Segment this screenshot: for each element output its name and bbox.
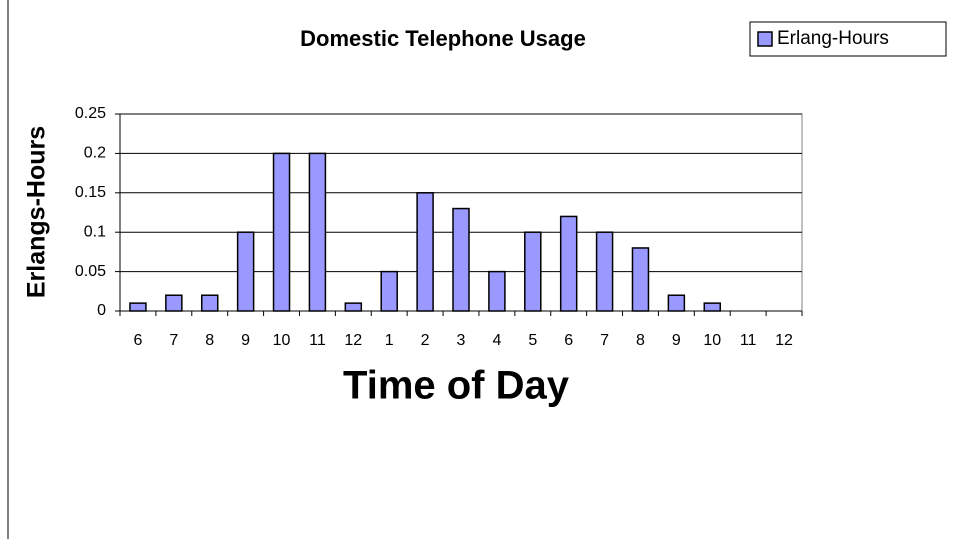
x-tick-label: 12 [775,332,793,349]
y-tick-label: 0 [97,302,106,319]
y-tick-label: 0.25 [75,105,106,122]
bar [703,302,722,312]
bar [488,270,506,312]
x-tick-label: 10 [273,332,291,349]
y-tick-label: 0.05 [75,263,106,280]
x-tick-label: 7 [169,332,178,349]
x-tick-label: 1 [385,332,394,349]
x-tick-label: 11 [309,332,326,349]
legend [749,21,947,57]
bar [129,302,147,312]
bar [416,192,434,312]
x-tick-label: 9 [672,332,681,349]
x-tick-label: 2 [421,332,430,349]
x-tick-label: 6 [564,332,573,349]
bar [595,231,614,312]
x-tick-label: 8 [205,332,214,349]
x-tick-label: 7 [600,332,609,349]
x-tick-label: 4 [492,332,501,349]
bar [380,270,398,312]
y-axis-label: Erlangs-Hours [23,126,51,298]
bar [236,231,255,312]
bar [631,247,650,312]
bar [524,231,542,312]
bar [452,207,470,312]
chart-title: Domestic Telephone Usage [300,26,586,51]
bar [200,294,219,312]
x-tick-label: 12 [344,332,362,349]
y-tick-label: 0.15 [75,184,106,201]
bar [272,152,291,312]
x-axis-label: Time of Day [343,364,570,408]
legend-swatch [757,31,773,47]
bar [165,294,183,312]
x-tick-label: 8 [636,332,645,349]
x-tick-label: 9 [241,332,250,349]
y-tick-label: 0.1 [84,223,106,240]
x-tick-label: 3 [457,332,466,349]
x-tick-label: 5 [528,332,537,349]
y-tick-label: 0.2 [84,145,106,162]
bar [308,152,327,312]
bar [559,215,578,312]
x-tick-label: 10 [703,332,721,349]
x-tick-label: 6 [133,332,142,349]
legend-label: Erlang-Hours [777,28,889,49]
x-tick-label: 11 [740,332,757,349]
bar [344,302,363,312]
bar [667,294,686,312]
